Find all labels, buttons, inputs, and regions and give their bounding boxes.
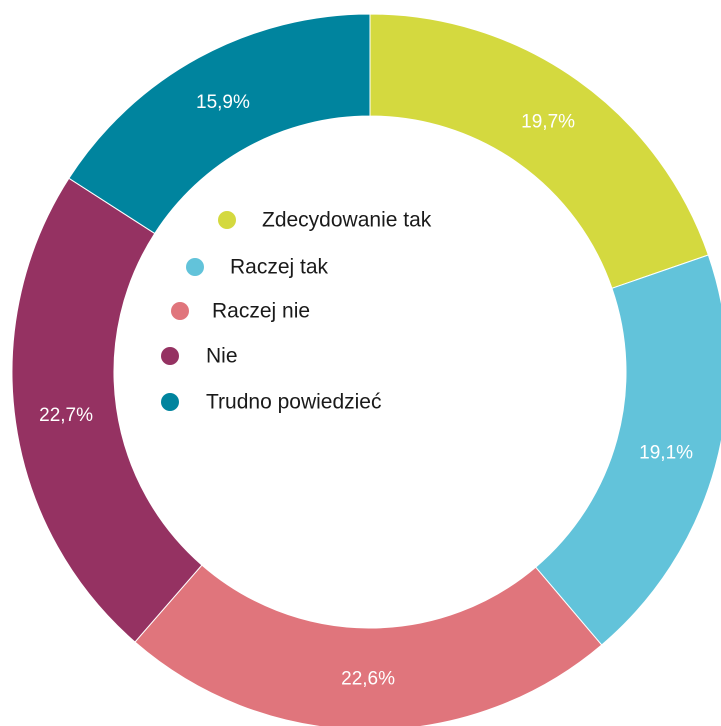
legend-label-1: Raczej tak <box>230 256 329 279</box>
slice-4 <box>68 13 371 235</box>
slice-0 <box>369 13 709 289</box>
slice-1 <box>534 254 721 646</box>
slice-2 <box>134 564 603 726</box>
legend-marker-3 <box>161 347 179 365</box>
legend-label-2: Raczej nie <box>212 300 310 323</box>
legend-label-0: Zdecydowanie tak <box>262 209 432 232</box>
slice-value-label-0: 19,7% <box>521 111 575 132</box>
legend-marker-1 <box>186 258 204 276</box>
legend-label-3: Nie <box>206 345 238 368</box>
slice-value-label-1: 19,1% <box>639 443 693 464</box>
slice-3 <box>11 177 203 643</box>
legend-label-4: Trudno powiedzieć <box>206 391 382 414</box>
slice-value-label-3: 22,7% <box>39 405 93 426</box>
legend-marker-4 <box>161 393 179 411</box>
slices-group <box>11 13 721 726</box>
slice-value-label-2: 22,6% <box>341 668 395 689</box>
legend-marker-0 <box>218 211 236 229</box>
slice-labels-group: 19,7% 19,1% 22,6% 22,7% 15,9% <box>39 92 693 689</box>
slice-value-label-4: 15,9% <box>196 92 250 113</box>
legend-marker-2 <box>171 302 189 320</box>
legend: Zdecydowanie tak Raczej tak Raczej nie Nie T… <box>161 209 432 414</box>
